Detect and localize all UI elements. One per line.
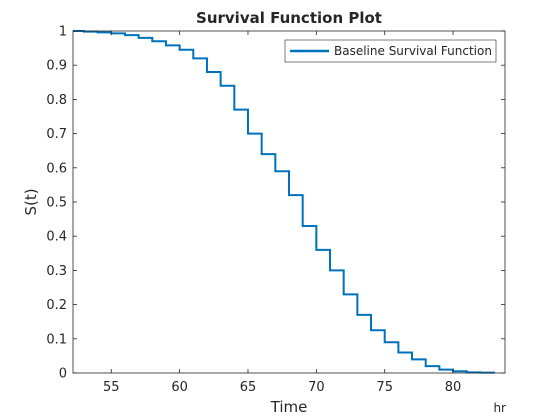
- y-tick-label: 0.5: [46, 196, 67, 211]
- plot-area: [73, 31, 505, 373]
- legend-box: [284, 39, 497, 63]
- y-tick-label: 0.9: [46, 59, 67, 74]
- ticks-layer: 55 60 65 70 75 80 0 0.1 0.2 0.3 0.4 0.5 0.6 0.7 0.8 0.9…: [46, 25, 505, 395]
- y-axis-label: S(t): [22, 188, 40, 215]
- x-axis-label: Time: [270, 398, 308, 416]
- y-tick-label: 0.7: [46, 127, 67, 142]
- legend: Baseline Survival Function: [284, 39, 497, 63]
- x-tick-label: 75: [376, 380, 393, 395]
- y-tick-label: 0.2: [46, 298, 67, 313]
- x-tick-label: 70: [308, 380, 325, 395]
- x-tick-label: 65: [240, 380, 257, 395]
- axes-box: [72, 30, 506, 374]
- y-tick-label: 0.1: [46, 332, 67, 347]
- legend-label: Baseline Survival Function: [334, 44, 492, 58]
- data-layer: [73, 30, 496, 374]
- y-tick-label: 0.3: [46, 264, 67, 279]
- y-tick-label: 1: [59, 25, 67, 40]
- series-line-baseline-survival: [73, 30, 496, 374]
- y-tick-label: 0.4: [46, 230, 67, 245]
- x-tick-label: 60: [171, 380, 188, 395]
- y-tick-label: 0.8: [46, 93, 67, 108]
- y-tick-label: 0: [59, 367, 67, 382]
- x-axis-units: hr: [493, 401, 506, 415]
- y-tick-label: 0.6: [46, 161, 67, 176]
- chart-title: Survival Function Plot: [196, 9, 382, 27]
- x-tick-label: 80: [445, 380, 462, 395]
- x-tick-label: 55: [103, 380, 120, 395]
